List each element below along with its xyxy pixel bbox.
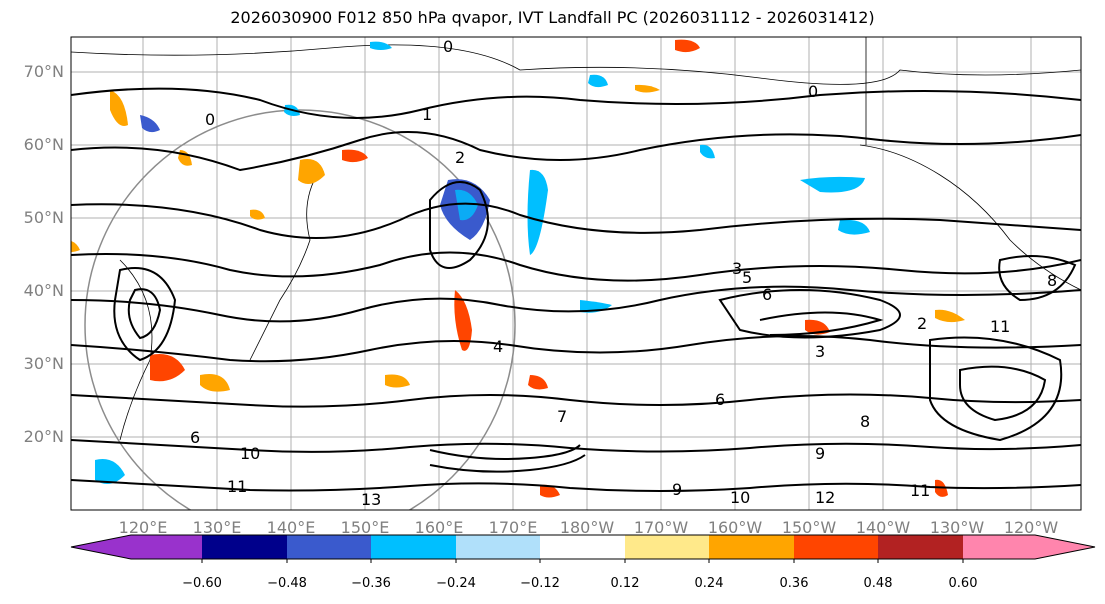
lon-label: 150°E bbox=[340, 518, 390, 537]
colorbar-tick-label: −0.48 bbox=[267, 576, 307, 591]
contour-label: 6 bbox=[762, 285, 772, 304]
lon-label: 180°W bbox=[559, 518, 615, 537]
colorbar-segment bbox=[540, 535, 625, 559]
colorbar-tick-label: −0.24 bbox=[436, 576, 476, 591]
map-frame bbox=[70, 36, 1082, 511]
colorbar-segment bbox=[371, 535, 456, 559]
contour-label: 10 bbox=[730, 488, 750, 507]
map-title: 2026030900 F012 850 hPa qvapor, IVT Land… bbox=[230, 8, 875, 27]
lon-label: 160°E bbox=[414, 518, 464, 537]
contour-label: 8 bbox=[1047, 271, 1057, 290]
map-background bbox=[71, 37, 1081, 510]
contour-label: 11 bbox=[990, 317, 1010, 336]
colorbar-segment bbox=[709, 535, 794, 559]
lat-label: 60°N bbox=[23, 135, 64, 154]
colorbar-tick-label: 0.24 bbox=[694, 576, 724, 591]
lon-label: 120°W bbox=[1003, 518, 1059, 537]
landfall-circle bbox=[84, 109, 516, 510]
contour-label: 5 bbox=[742, 268, 752, 287]
lon-label: 120°E bbox=[118, 518, 168, 537]
contour-label: 0 bbox=[205, 110, 215, 129]
contour-label: 13 bbox=[361, 490, 381, 509]
contour-label: 9 bbox=[815, 444, 825, 463]
contour-label: 3 bbox=[732, 259, 742, 278]
lat-label: 40°N bbox=[23, 281, 64, 300]
colorbar-outline bbox=[70, 534, 1096, 560]
colorbar-segment bbox=[963, 535, 1095, 559]
contour-label: 9 bbox=[672, 480, 682, 499]
colorbar-tick-label: 0.12 bbox=[610, 576, 640, 591]
lat-lon-grid bbox=[71, 37, 1081, 510]
colorbar-segment bbox=[202, 535, 287, 559]
contour-label: 0 bbox=[808, 82, 818, 101]
lon-label: 140°E bbox=[266, 518, 316, 537]
contour-label: 7 bbox=[557, 407, 567, 426]
lat-label: 50°N bbox=[23, 208, 64, 227]
lon-label: 130°E bbox=[192, 518, 242, 537]
colorbar-tick-label: −0.60 bbox=[182, 576, 222, 591]
colorbar-tick-label: −0.12 bbox=[520, 576, 560, 591]
colorbar-tick-label: 0.48 bbox=[863, 576, 893, 591]
lon-label: 160°W bbox=[707, 518, 763, 537]
contour-label: 3 bbox=[815, 342, 825, 361]
lat-label: 20°N bbox=[23, 427, 64, 446]
lon-label: 170°E bbox=[488, 518, 538, 537]
qvapor-anomaly-shading bbox=[71, 39, 965, 498]
contour-label: 11 bbox=[227, 477, 247, 496]
colorbar-segment bbox=[71, 535, 202, 559]
contour-label: 6 bbox=[190, 428, 200, 447]
contour-label: 10 bbox=[240, 444, 260, 463]
lat-label: 70°N bbox=[23, 62, 64, 81]
contour-label: 11 bbox=[910, 481, 930, 500]
contour-label: 2 bbox=[917, 314, 927, 333]
colorbar-segment bbox=[287, 535, 371, 559]
contour-label: 0 bbox=[443, 37, 453, 56]
colorbar-segment bbox=[794, 535, 878, 559]
colorbar-segment bbox=[625, 535, 709, 559]
ivt-contours bbox=[71, 87, 1081, 492]
lon-label: 170°W bbox=[633, 518, 689, 537]
lon-label: 150°W bbox=[781, 518, 837, 537]
colorbar-segment bbox=[878, 535, 963, 559]
lon-label: 130°W bbox=[929, 518, 985, 537]
colorbar-tick-label: 0.36 bbox=[779, 576, 809, 591]
contour-label: 6 bbox=[715, 390, 725, 409]
lat-label: 30°N bbox=[23, 354, 64, 373]
contour-label: 1 bbox=[422, 105, 432, 124]
colorbar-tick-label: 0.60 bbox=[948, 576, 978, 591]
colorbar-tick-label: −0.36 bbox=[351, 576, 391, 591]
contour-label: 8 bbox=[860, 412, 870, 431]
contour-label: 4 bbox=[493, 337, 503, 356]
contour-label: 12 bbox=[815, 488, 835, 507]
colorbar bbox=[70, 534, 1096, 563]
lon-label: 140°W bbox=[855, 518, 911, 537]
contour-label: 2 bbox=[455, 148, 465, 167]
colorbar-segment bbox=[456, 535, 540, 559]
